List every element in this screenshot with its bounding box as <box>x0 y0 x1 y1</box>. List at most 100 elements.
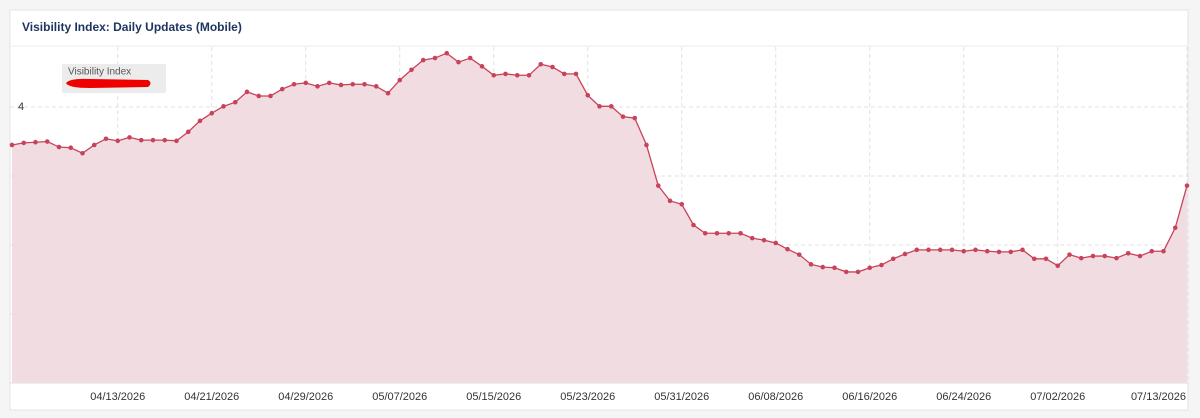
point <box>467 55 473 61</box>
point <box>185 129 191 135</box>
point <box>608 104 614 109</box>
point <box>68 145 74 151</box>
point <box>785 246 790 252</box>
point <box>973 247 978 253</box>
point <box>926 247 931 253</box>
point <box>420 57 426 63</box>
point <box>162 137 168 143</box>
point <box>221 104 226 109</box>
point <box>514 72 520 78</box>
x-tick-label: 06/08/2026 <box>748 391 803 403</box>
point <box>33 139 38 145</box>
point <box>1184 183 1190 188</box>
point <box>338 82 344 88</box>
point <box>691 222 696 228</box>
point <box>655 183 661 188</box>
point <box>632 115 638 121</box>
legend-label: Visibility Index <box>68 67 131 78</box>
point <box>350 81 356 87</box>
point <box>503 71 508 77</box>
point <box>9 142 15 148</box>
point <box>1102 253 1108 259</box>
point <box>726 230 732 236</box>
point <box>843 269 849 275</box>
x-tick-label: 04/29/2026 <box>278 391 333 403</box>
point <box>796 252 802 257</box>
point <box>56 144 62 150</box>
point <box>585 92 591 98</box>
point <box>738 230 743 236</box>
area <box>12 53 1187 384</box>
point <box>1055 263 1061 269</box>
point <box>949 247 955 253</box>
point <box>867 265 873 271</box>
point <box>444 50 450 56</box>
point <box>914 247 920 253</box>
point <box>103 136 109 142</box>
x-tick-label: 05/23/2026 <box>560 391 615 403</box>
point <box>879 262 884 268</box>
point <box>1043 256 1049 262</box>
point <box>1137 253 1143 259</box>
point <box>1114 255 1119 261</box>
point <box>749 235 755 241</box>
point <box>409 67 414 73</box>
point <box>1020 247 1025 253</box>
point <box>174 138 179 144</box>
x-tick-label: 05/07/2026 <box>372 391 427 403</box>
point <box>1078 255 1084 261</box>
point <box>597 104 602 109</box>
point <box>303 80 309 86</box>
point <box>820 264 826 270</box>
point <box>1161 248 1166 254</box>
point <box>397 77 403 83</box>
x-tick-label: 04/13/2026 <box>90 391 145 403</box>
point <box>326 80 332 86</box>
point <box>702 230 708 236</box>
y-tick-label: 4 <box>18 101 24 113</box>
point <box>679 202 685 207</box>
x-tick-label: 04/21/2026 <box>184 391 239 403</box>
point <box>315 84 320 89</box>
point <box>644 142 649 148</box>
point <box>91 142 97 148</box>
point <box>984 248 990 254</box>
point <box>714 230 720 236</box>
point <box>268 93 273 99</box>
legend: Visibility Index <box>62 64 166 93</box>
x-tick-label: 05/15/2026 <box>466 391 521 403</box>
point <box>1031 256 1037 262</box>
point <box>21 140 27 146</box>
x-tick-label: 07/02/2026 <box>1030 391 1085 403</box>
point <box>456 59 461 65</box>
point <box>996 249 1002 255</box>
point <box>138 137 144 143</box>
point <box>1067 252 1072 257</box>
plot: 123404/13/202604/21/202604/29/202605/07/… <box>9 47 1190 403</box>
point <box>773 240 779 246</box>
point <box>209 110 215 116</box>
point <box>1125 250 1131 256</box>
point <box>44 139 50 144</box>
point <box>115 138 121 144</box>
point <box>491 72 497 78</box>
x-tick-label: 07/13/2026 <box>1131 391 1186 403</box>
point <box>197 118 203 124</box>
point <box>432 55 438 61</box>
point <box>279 86 285 92</box>
x-tick-label: 05/31/2026 <box>654 391 709 403</box>
point <box>479 64 485 69</box>
redaction <box>66 78 151 88</box>
point <box>937 247 943 253</box>
chart-title: Visibility Index: Daily Updates (Mobile) <box>22 20 242 34</box>
point <box>808 262 814 267</box>
point <box>620 114 626 119</box>
point <box>362 81 367 87</box>
point <box>761 237 767 243</box>
point <box>1172 225 1178 231</box>
point <box>1090 253 1096 259</box>
point <box>561 71 567 77</box>
point <box>538 61 544 67</box>
